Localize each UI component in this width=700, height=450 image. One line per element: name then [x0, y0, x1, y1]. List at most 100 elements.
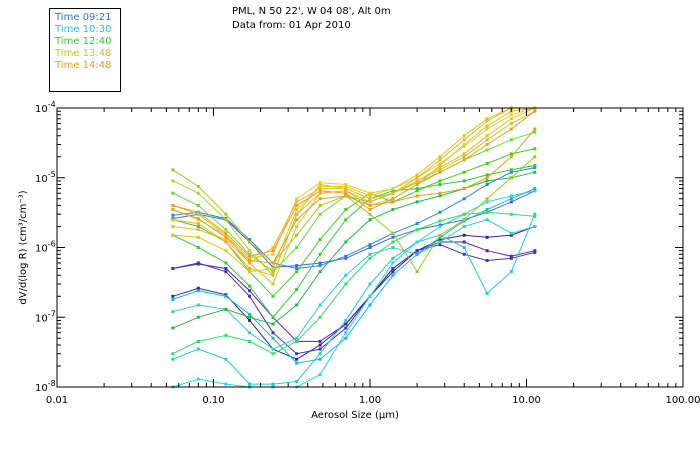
data-point — [196, 210, 200, 214]
data-point — [295, 270, 299, 274]
data-point — [224, 382, 228, 386]
data-point — [368, 197, 372, 201]
data-point — [368, 191, 372, 195]
data-point — [438, 219, 442, 223]
data-point — [196, 377, 200, 381]
data-point — [533, 155, 537, 159]
data-point — [171, 168, 175, 172]
data-point — [438, 163, 442, 167]
data-point — [224, 261, 228, 265]
data-point — [318, 252, 322, 256]
data-point — [171, 179, 175, 183]
data-point — [509, 256, 513, 260]
data-point — [295, 197, 299, 201]
data-point — [438, 162, 442, 166]
data-point — [485, 291, 489, 295]
data-point — [415, 176, 419, 180]
y-tick-exponent: -7 — [48, 309, 56, 318]
data-point — [485, 208, 489, 212]
data-point — [485, 162, 489, 166]
data-point — [438, 238, 442, 242]
data-point — [171, 218, 175, 222]
data-point — [438, 191, 442, 195]
data-point — [271, 331, 275, 335]
data-point — [248, 249, 252, 253]
data-point — [415, 270, 419, 274]
data-point — [533, 212, 537, 216]
data-point — [344, 183, 348, 187]
y-tick-base: 10 — [35, 244, 48, 255]
legend-entry: Time 09:21 — [55, 12, 112, 23]
data-point — [248, 382, 252, 386]
data-point — [438, 168, 442, 172]
data-point — [295, 352, 299, 356]
chart-header-date: Data from: 01 Apr 2010 — [232, 20, 351, 31]
data-point — [318, 183, 322, 187]
series-13 — [171, 210, 537, 356]
data-point — [318, 189, 322, 193]
data-point — [295, 287, 299, 291]
data-point — [171, 266, 175, 270]
data-point — [462, 225, 466, 229]
data-point — [368, 200, 372, 204]
data-point — [485, 218, 489, 222]
data-point — [509, 138, 513, 142]
data-point — [295, 233, 299, 237]
data-point — [196, 289, 200, 293]
data-point — [391, 273, 395, 277]
data-point — [224, 231, 228, 235]
data-point — [509, 152, 513, 156]
data-point — [368, 212, 372, 216]
data-point — [438, 166, 442, 170]
data-point — [196, 204, 200, 208]
data-point — [485, 138, 489, 142]
data-point — [485, 259, 489, 263]
series-layer — [171, 106, 537, 389]
data-point — [344, 322, 348, 326]
data-point — [391, 200, 395, 204]
data-point — [224, 233, 228, 237]
data-point — [196, 191, 200, 195]
data-point — [196, 303, 200, 307]
data-point — [318, 303, 322, 307]
data-point — [171, 297, 175, 301]
data-point — [462, 246, 466, 249]
data-point — [271, 282, 275, 286]
data-point — [368, 303, 372, 307]
data-point — [196, 184, 200, 188]
data-point — [533, 109, 537, 113]
data-point — [224, 249, 228, 253]
data-point — [318, 352, 322, 356]
data-point — [318, 184, 322, 188]
data-point — [344, 194, 348, 198]
data-point — [196, 212, 200, 216]
data-point — [196, 261, 200, 265]
data-point — [248, 256, 252, 260]
data-point — [415, 249, 419, 253]
data-point — [438, 235, 442, 239]
data-point — [391, 240, 395, 244]
data-point — [248, 270, 252, 274]
series-line — [172, 171, 535, 329]
data-point — [224, 218, 228, 222]
data-point — [509, 194, 513, 198]
data-point — [485, 117, 489, 121]
data-point — [485, 176, 489, 180]
data-point — [391, 189, 395, 193]
data-point — [462, 187, 466, 191]
data-point — [438, 179, 442, 183]
data-point — [462, 233, 466, 237]
y-tick-base: 10 — [35, 383, 48, 394]
y-tick-label: 10-6 — [35, 240, 56, 255]
data-point — [196, 225, 200, 229]
data-point — [485, 173, 489, 177]
data-point — [248, 289, 252, 293]
data-point — [391, 191, 395, 195]
data-point — [509, 200, 513, 204]
series-line — [172, 107, 536, 264]
data-point — [295, 212, 299, 216]
data-point — [224, 240, 228, 244]
series-line — [172, 110, 536, 257]
data-point — [462, 138, 466, 142]
x-tick-label: 100.00 — [666, 395, 700, 406]
